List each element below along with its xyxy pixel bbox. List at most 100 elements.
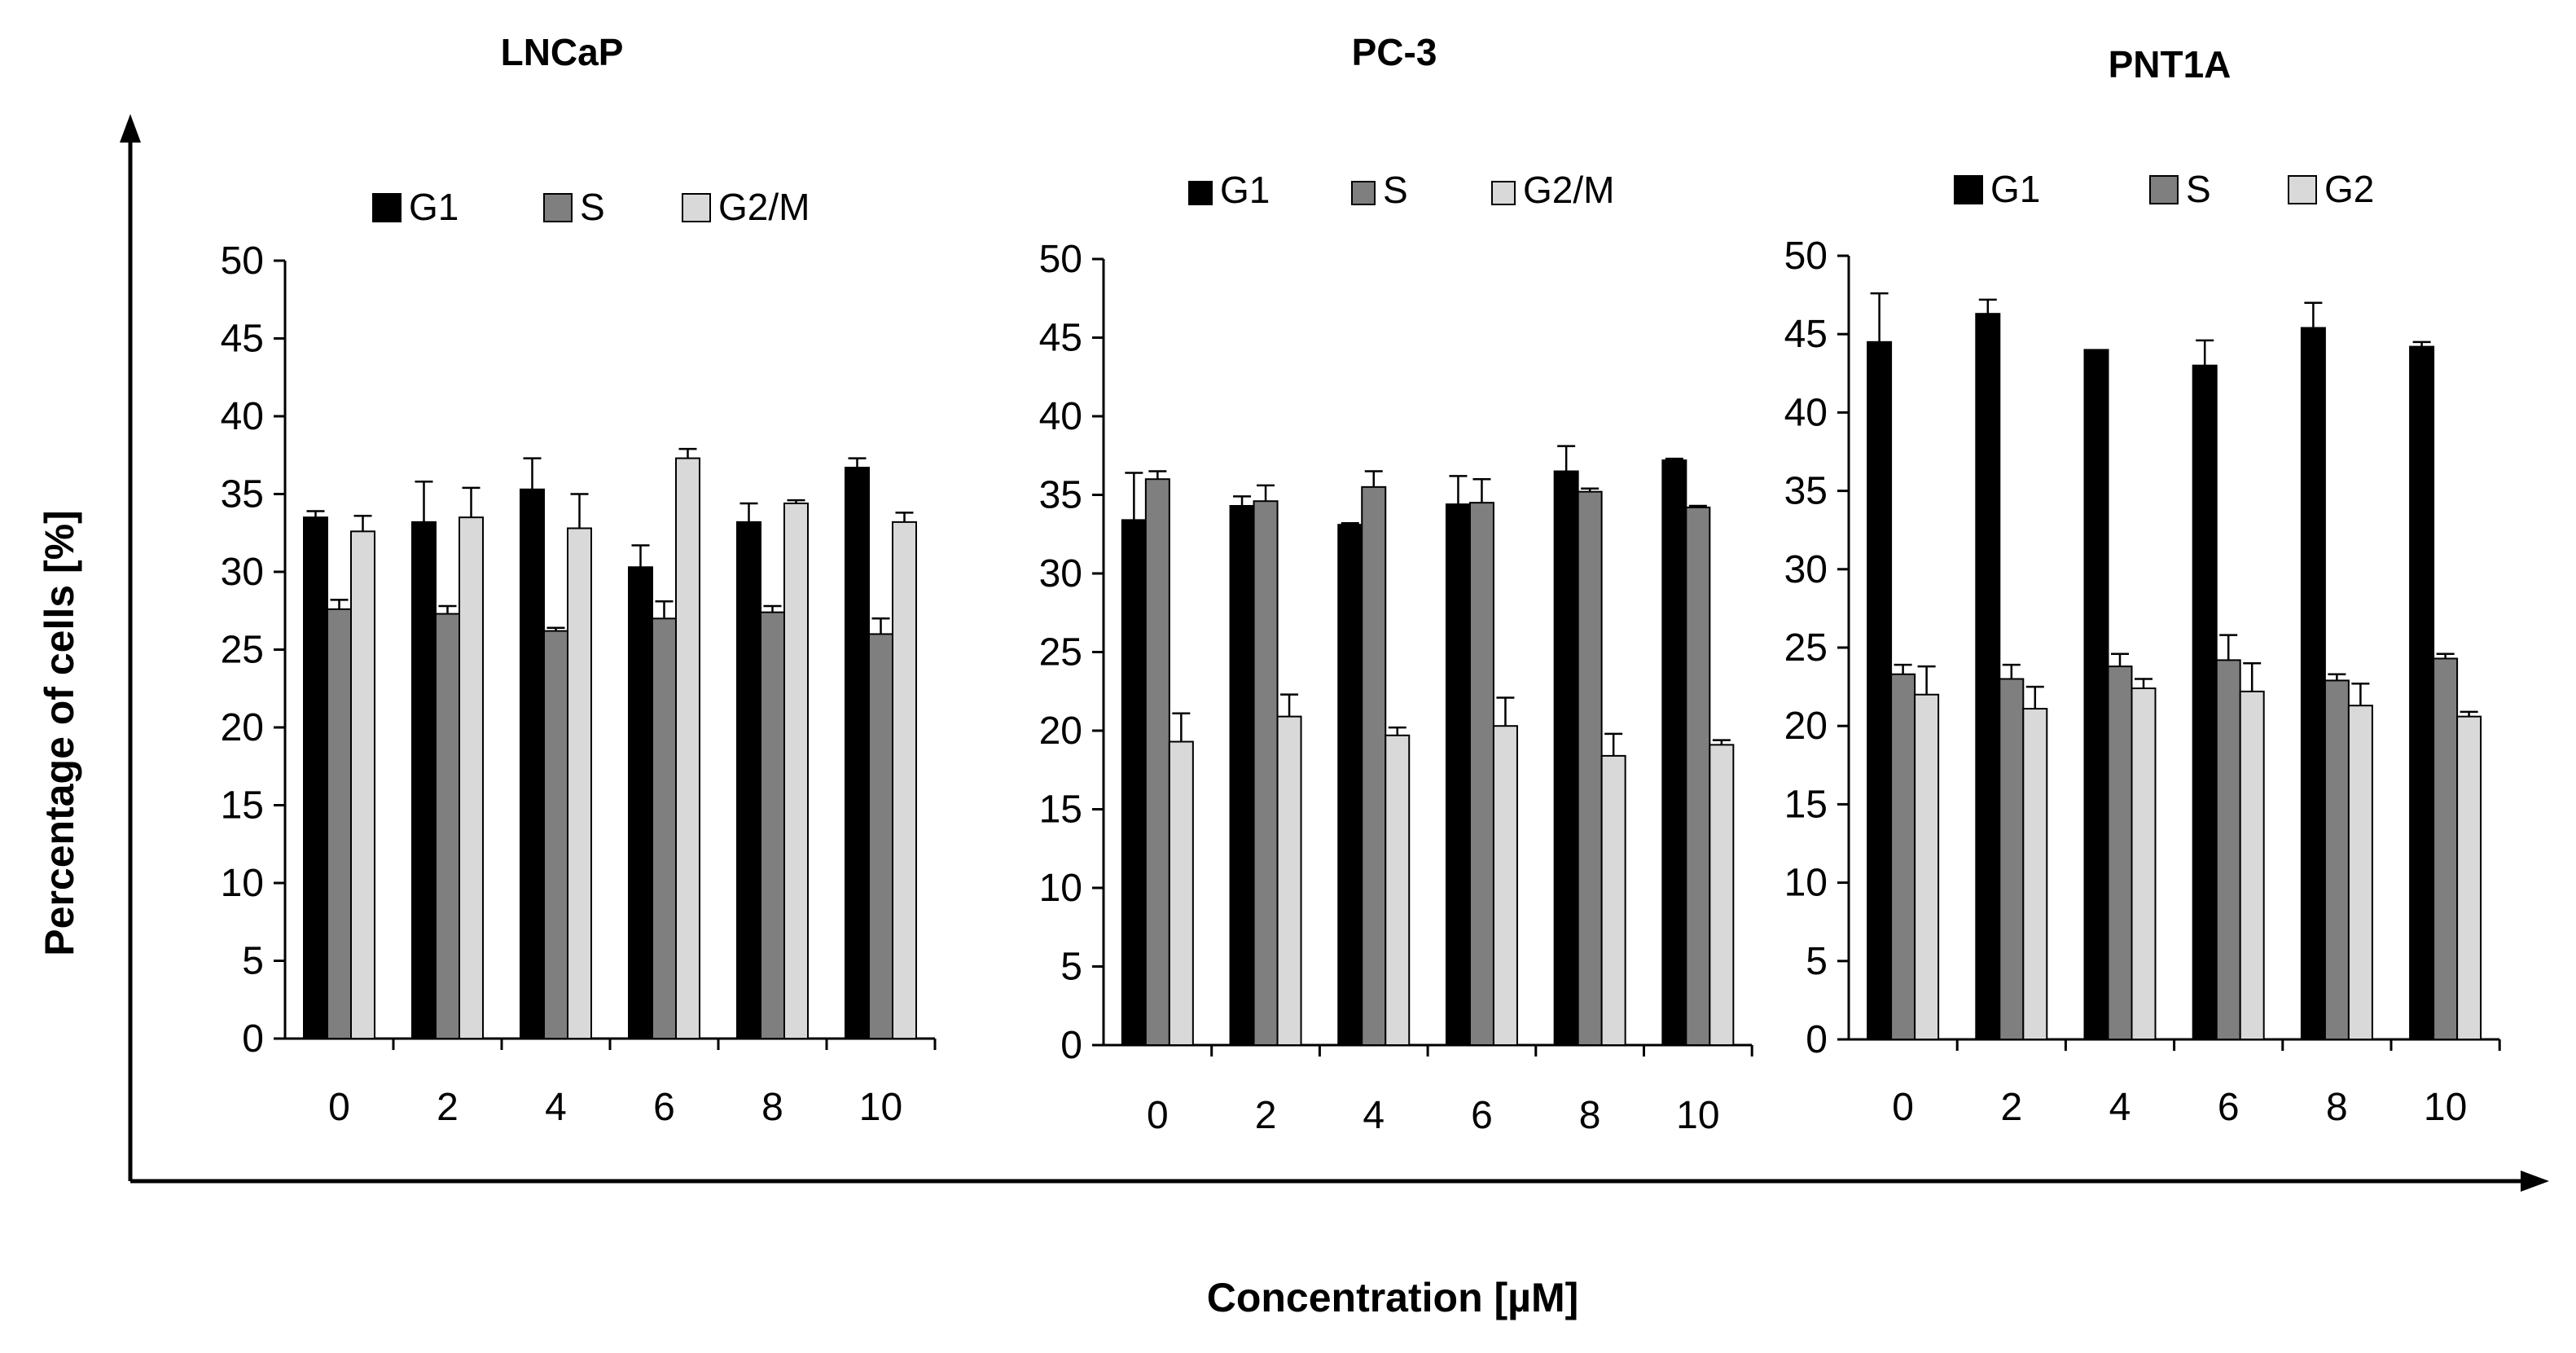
bar-s-0 [1890,673,1916,1040]
bar-g2-6 [2239,690,2265,1040]
x-tick-label: 10 [1676,1094,1719,1137]
bar-g1-2 [1975,313,2001,1040]
bar-g1-0 [1121,519,1147,1046]
bar-g1-2 [1229,505,1255,1046]
x-tick-label: 2 [2000,1086,2022,1129]
bars [1867,292,2482,1041]
bar-s-10 [1685,506,1711,1046]
y-axis: 0 5 10 15 20 25 30 35 40 45 50 [1039,238,1105,1067]
chart-title: PC-3 [1352,31,1437,73]
y-tick-label: 10 [1039,867,1082,910]
global-x-axis-arrow [2521,1171,2549,1192]
legend-swatch [1351,181,1376,205]
bar-s-4 [2107,666,2133,1040]
bar-s-6 [652,617,677,1039]
bar-s-4 [543,630,568,1040]
bar-g1-8 [736,521,761,1039]
chart-panel-lncap: LNCaP G1 S G2/M 0 5 10 15 20 25 30 35 40 45 50 0 2 4 6 8… [221,31,937,1129]
y-tick-label: 0 [1060,1024,1082,1067]
y-tick-label: 15 [221,784,264,828]
bar-g2m-0 [350,530,375,1039]
y-tick-label: 10 [1784,862,1828,905]
x-tick-label: 0 [1147,1094,1169,1137]
bar-g1-8 [1553,470,1579,1046]
bar-g2-8 [2347,705,2373,1040]
legend-swatch [682,193,711,222]
bar-s-0 [1144,478,1170,1046]
bar-g2m-8 [1600,754,1626,1046]
legend-swatch [1491,181,1516,205]
y-axis-title: Percentage of cells [%] [37,510,82,955]
x-tick-label: 0 [1892,1086,1914,1129]
bar-g1-4 [520,488,545,1039]
legend: G1 S G2/M [1188,169,1614,211]
legend-label: G1 [409,186,459,228]
bar-g1-4 [2083,349,2109,1040]
y-tick-label: 10 [221,862,264,905]
y-tick-label: 45 [1784,313,1828,356]
bar-g2m-4 [567,527,592,1039]
legend-label: G1 [1990,168,2040,210]
y-tick-label: 0 [1806,1018,1828,1061]
x-tick-label: 10 [2424,1086,2467,1129]
y-tick-label: 25 [1784,626,1828,670]
bar-g2m-2 [459,516,484,1039]
legend-swatch [1954,175,1983,204]
bars [303,447,917,1040]
y-tick-label: 30 [221,551,264,594]
y-tick-label: 40 [1784,391,1828,434]
global-y-axis-arrow [120,114,141,143]
x-tick-label: 6 [653,1086,675,1129]
x-tick-label: 8 [2326,1086,2348,1129]
bar-g1-10 [1661,459,1687,1046]
y-tick-label: 0 [242,1017,264,1061]
y-tick-label: 25 [221,629,264,672]
x-axis: 0 2 4 6 8 10 [1849,1038,2501,1129]
y-tick-label: 20 [221,706,264,749]
y-tick-label: 35 [1039,474,1082,517]
x-tick-label: 6 [2218,1086,2240,1129]
legend-swatch [1188,181,1213,205]
bar-g1-0 [303,516,328,1039]
y-tick-label: 5 [242,940,264,983]
y-axis: 0 5 10 15 20 25 30 35 40 45 50 [221,239,287,1061]
chart-panel-pnt1a: PNT1A G1 S G2 0 5 10 15 20 25 30 35 40 45 50 0 2 4 6 8 10 [1784,43,2501,1129]
x-tick-label: 8 [1579,1094,1601,1137]
bar-s-2 [1253,500,1279,1046]
x-tick-label: 4 [545,1086,567,1129]
y-tick-label: 15 [1039,789,1082,832]
chart-title: PNT1A [2109,43,2232,86]
x-axis-title: Concentration [µM] [1207,1275,1579,1320]
x-tick-label: 2 [1255,1094,1277,1137]
legend-swatch [372,193,402,222]
bar-s-8 [2324,679,2350,1040]
y-tick-label: 40 [1039,395,1082,438]
legend-label: G1 [1220,169,1270,211]
bar-s-0 [327,608,352,1039]
y-tick-label: 35 [1784,470,1828,513]
y-tick-label: 15 [1784,783,1828,826]
bar-g1-8 [2300,327,2326,1040]
y-tick-label: 50 [221,239,264,283]
y-tick-label: 50 [1039,238,1082,281]
y-tick-label: 30 [1784,548,1828,591]
bar-s-10 [868,633,893,1040]
bar-s-4 [1361,485,1387,1046]
bar-g2m-8 [783,502,809,1039]
bar-s-2 [435,613,460,1039]
x-tick-label: 8 [761,1086,783,1129]
x-axis: 0 2 4 6 8 10 [285,1037,937,1129]
legend-swatch [2288,175,2317,204]
y-tick-label: 35 [221,473,264,516]
legend-label: S [1383,169,1408,211]
bar-s-6 [2215,659,2241,1041]
legend-label: G2/M [1523,169,1614,211]
bar-s-8 [760,611,785,1039]
x-tick-label: 0 [328,1086,350,1129]
y-tick-label: 45 [1039,317,1082,360]
legend-swatch [2149,175,2179,204]
chart-title: LNCaP [501,31,624,73]
bar-g1-10 [845,467,870,1039]
bar-g2m-6 [675,457,700,1039]
